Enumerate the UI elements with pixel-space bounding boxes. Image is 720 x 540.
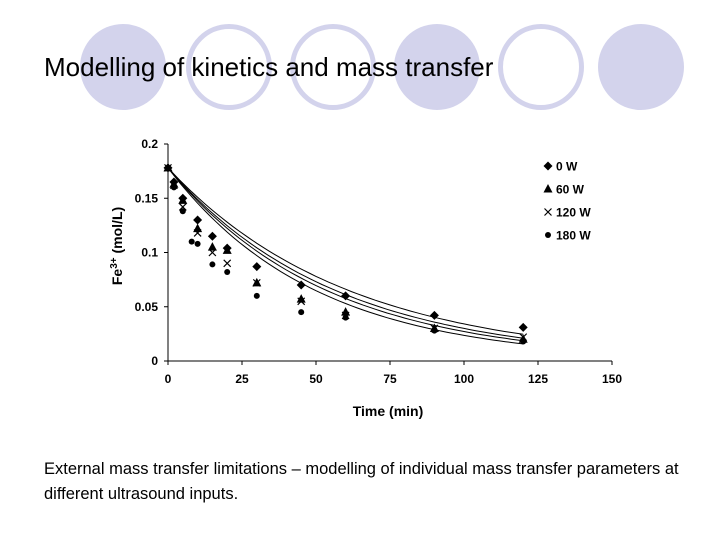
data-point-180w xyxy=(165,164,171,171)
decor-circle-5 xyxy=(498,24,584,110)
data-point-180w xyxy=(253,292,260,299)
data-point-60w xyxy=(222,245,232,254)
y-tick-label: 0 xyxy=(151,354,158,368)
legend-label: 60 W xyxy=(556,183,585,197)
data-point-120w xyxy=(208,248,217,257)
data-point-60w xyxy=(296,294,306,303)
x-tick-label: 125 xyxy=(528,372,548,386)
legend-marker-diamond xyxy=(543,161,553,171)
legend-marker-cross xyxy=(544,208,552,216)
slide-title: Modelling of kinetics and mass transfer xyxy=(44,52,494,82)
data-point-180w xyxy=(170,184,177,191)
legend-label: 180 W xyxy=(556,229,591,243)
decor-circle-1 xyxy=(80,24,166,110)
data-point-60w xyxy=(193,223,203,233)
legend-label: 0 W xyxy=(556,160,578,174)
data-point-0w xyxy=(207,231,217,241)
data-point-180w xyxy=(431,327,438,334)
data-point-0w xyxy=(193,215,203,225)
x-tick-label: 0 xyxy=(165,372,172,386)
legend-marker-triangle xyxy=(543,184,553,193)
y-tick-label: 0.1 xyxy=(141,246,158,260)
fit-curve-180w xyxy=(167,167,524,345)
data-point-0w xyxy=(296,280,306,290)
slide-caption: External mass transfer limitations – mod… xyxy=(44,460,679,503)
data-point-0w xyxy=(341,291,351,301)
data-point-120w xyxy=(193,229,202,237)
data-point-0w xyxy=(429,310,439,320)
legend-marker-circle xyxy=(545,232,551,238)
kinetics-chart: 0 25 50 75 100 125 150 0 0.05 0.1 0.15 0.2 0 W 60 W 1… xyxy=(109,137,623,419)
chart-legend: 0 W 60 W 120 W 180 W xyxy=(543,160,591,243)
y-axis-label-main: Fe xyxy=(109,269,125,286)
data-point-0w xyxy=(252,262,262,272)
decor-circle-6 xyxy=(598,24,684,110)
x-tick-label: 50 xyxy=(309,372,323,386)
data-point-120w xyxy=(519,333,528,342)
data-point-60w xyxy=(207,242,217,251)
data-point-180w xyxy=(224,269,231,276)
fit-curve-0w xyxy=(167,167,524,335)
y-tick-label: 0.15 xyxy=(135,191,159,205)
decor-circle-4 xyxy=(394,24,480,110)
chart-axes: 0 25 50 75 100 125 150 0 0.05 0.1 0.15 0.2 xyxy=(135,137,623,386)
y-axis-label-superscript: 3+ xyxy=(109,257,120,269)
data-point-120w xyxy=(297,297,306,306)
data-points xyxy=(163,162,528,345)
y-tick-label: 0.2 xyxy=(141,137,158,151)
data-point-120w xyxy=(178,203,187,211)
data-point-120w xyxy=(223,259,232,268)
data-point-180w xyxy=(342,314,349,321)
x-tick-label: 25 xyxy=(235,372,249,386)
y-axis-label: Fe3+ (mol/L) xyxy=(109,207,126,285)
x-tick-label: 150 xyxy=(602,372,622,386)
data-point-0w xyxy=(518,322,528,332)
x-axis-label: Time (min) xyxy=(353,403,424,419)
legend-label: 120 W xyxy=(556,206,591,220)
decor-circle-3 xyxy=(290,24,376,110)
data-point-180w xyxy=(179,208,186,215)
x-tick-label: 100 xyxy=(454,372,474,386)
data-point-120w xyxy=(252,278,261,287)
data-point-180w xyxy=(188,238,195,245)
data-point-180w xyxy=(298,309,305,316)
y-axis-label-unit: (mol/L) xyxy=(109,207,125,258)
data-point-60w xyxy=(178,195,188,204)
data-point-180w xyxy=(194,240,201,247)
data-point-180w xyxy=(520,338,527,345)
data-point-60w xyxy=(341,307,351,316)
x-tick-label: 75 xyxy=(383,372,397,386)
y-tick-label: 0.05 xyxy=(135,300,159,314)
data-point-180w xyxy=(209,261,216,268)
decor-circle-2 xyxy=(186,24,272,110)
